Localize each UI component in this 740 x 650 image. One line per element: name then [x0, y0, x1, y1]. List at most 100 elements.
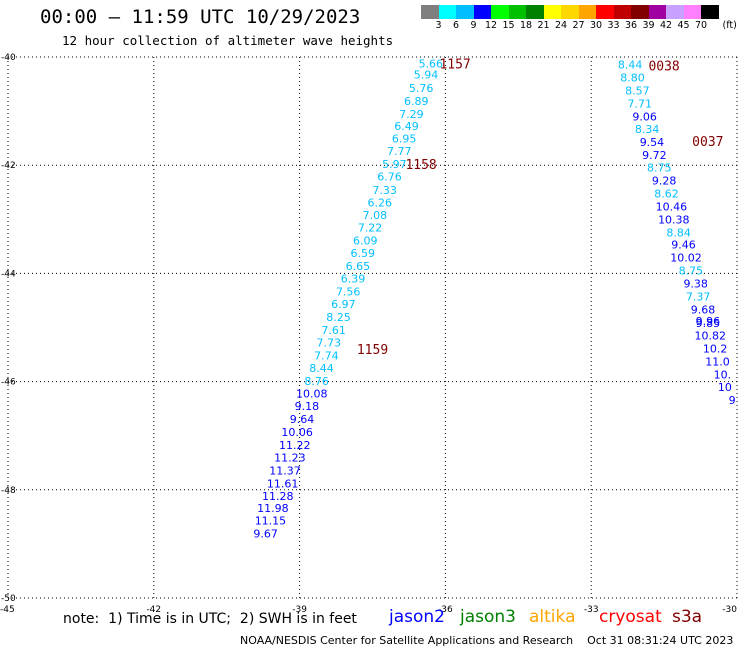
color-scale-swatch — [613, 5, 631, 19]
satellite-legend-jason3: jason3 — [460, 607, 516, 627]
x-tick-label: -42 — [146, 605, 161, 615]
wave-height-label: 6.95 — [392, 133, 417, 146]
color-scale-swatch — [473, 5, 491, 19]
color-scale-tick-label: 9 — [470, 20, 477, 31]
color-scale-swatch — [456, 5, 474, 19]
color-scale-swatch — [526, 5, 544, 19]
wave-height-label: 6.09 — [353, 234, 378, 247]
footer-credit: NOAA/NESDIS Center for Satellite Applica… — [240, 634, 734, 647]
satellite-legend-jason2: jason2 — [389, 607, 445, 627]
wave-height-label: 10.46 — [656, 200, 688, 213]
x-tick-label: -39 — [292, 605, 307, 615]
wave-height-label: 7.71 — [628, 98, 653, 111]
wave-height-label: 11.15 — [255, 515, 287, 528]
color-scale-swatch — [543, 5, 561, 19]
wave-height-label: 11.22 — [279, 439, 311, 452]
time-stamp-label: 0038 — [648, 60, 679, 75]
color-scale-swatch — [421, 5, 439, 19]
wave-height-label: 10.02 — [670, 252, 702, 265]
y-tick-label: -44 — [1, 269, 16, 279]
time-stamp-label: 1159 — [357, 343, 388, 358]
color-scale-tick-label: 70 — [694, 20, 708, 31]
x-tick-label: -33 — [584, 605, 599, 615]
wave-height-label: 10.08 — [296, 388, 328, 401]
units-note: note: 1) Time is in UTC; 2) SWH is in fe… — [63, 611, 357, 627]
wave-height-label: 9.18 — [295, 400, 320, 413]
axes-layer: -40 -42 -44 -46 -48 -50-45 -42 -39 -36 -33 -30 — [0, 53, 737, 615]
grid-layer — [7, 56, 738, 599]
wave-height-label: 5.97 — [382, 158, 407, 171]
wave-height-label: 10.06 — [281, 426, 313, 439]
wave-height-label: 9.28 — [652, 174, 677, 187]
color-scale-tick-label: 6 — [452, 20, 460, 31]
satellite-legend-altika: altika — [529, 607, 576, 627]
wave-height-label: 8.57 — [625, 85, 650, 98]
wave-height-label: 7.29 — [399, 108, 424, 121]
wave-height-label: 10 — [718, 381, 732, 394]
times-layer: 1157 1158 1159 0038 0037 — [357, 57, 724, 358]
wave-height-label: 6.59 — [351, 247, 376, 260]
wave-height-label: 8.75 — [647, 161, 672, 174]
color-scale-swatch — [438, 5, 456, 19]
wave-height-label: 9.72 — [642, 149, 667, 162]
wave-height-label: 5.76 — [409, 82, 434, 95]
wave-height-label: 9.68 — [691, 304, 716, 317]
color-scale-tick-label: 15 — [502, 20, 515, 31]
wave-height-label: 8.84 — [666, 226, 691, 239]
time-stamp-label: 1157 — [439, 57, 470, 72]
color-scale-tick-label: 30 — [589, 20, 603, 31]
color-scale-swatch — [701, 5, 719, 19]
wave-height-label: 9.38 — [683, 278, 708, 291]
wave-height-label: 7.73 — [317, 337, 342, 350]
wave-height-label: 10.82 — [695, 330, 727, 343]
wave-height-label: 7.33 — [372, 184, 397, 197]
color-scale-tick-label: 3 — [435, 20, 442, 31]
x-tick-label: -36 — [438, 605, 453, 615]
color-scale-swatch — [683, 5, 701, 19]
wave-height-label: 7.56 — [336, 285, 361, 298]
wave-height-label: 10.38 — [658, 213, 690, 226]
wave-height-label: 6.97 — [331, 298, 356, 311]
wave-height-label: 8.34 — [635, 123, 660, 136]
wave-height-label: 6.89 — [404, 95, 429, 108]
wave-height-label: 6.26 — [368, 197, 393, 210]
color-scale-tick-label: 21 — [537, 20, 550, 31]
wave-height-label: 7.08 — [363, 209, 388, 222]
wave-height-label: 11.98 — [257, 502, 289, 515]
color-scale-legend: 3 6 9 12 15 18 21 24 27 30 33 36 39 42 45 70 (ft) — [421, 5, 737, 31]
wave-height-label: 9.85 — [696, 317, 721, 330]
color-scale-tick-label: 24 — [554, 20, 568, 31]
wave-height-label: 10. — [714, 369, 732, 382]
satellite-legend-cryosat: cryosat — [599, 607, 662, 627]
color-scale-tick-label: 18 — [519, 20, 533, 31]
wave-height-label: 9.96 — [696, 315, 721, 328]
wave-height-label: 6.65 — [346, 260, 371, 273]
wave-height-label: 11.0 — [705, 356, 730, 369]
y-tick-label: -46 — [1, 378, 16, 388]
color-scale-unit: (ft) — [722, 20, 737, 31]
color-scale-tick-label: 45 — [677, 20, 690, 31]
y-tick-label: -50 — [1, 594, 16, 604]
wave-height-label: 8.75 — [679, 265, 704, 278]
color-scale-swatch — [631, 5, 649, 19]
color-scale-swatch — [508, 5, 526, 19]
color-scale-swatches — [421, 5, 719, 19]
y-tick-label: -40 — [1, 53, 16, 63]
x-tick-label: -30 — [722, 605, 737, 615]
wave-height-label: 8.76 — [304, 375, 329, 388]
wave-height-label: 8.44 — [618, 59, 643, 72]
wave-height-label: 7.74 — [314, 350, 339, 363]
chart-subtitle: 12 hour collection of altimeter wave hei… — [62, 33, 394, 48]
color-scale-swatch — [648, 5, 666, 19]
time-stamp-label: 1158 — [405, 158, 436, 173]
points-layer: 5.665.945.766.897.296.496.957.775.976.76… — [253, 57, 735, 540]
wave-height-label: 8.80 — [620, 72, 645, 85]
color-scale-tick-label: 27 — [572, 20, 585, 31]
wave-height-label: 7.77 — [387, 145, 412, 158]
y-tick-label: -48 — [1, 486, 16, 496]
wave-height-label: 9.64 — [290, 413, 315, 426]
wave-height-label: 11.28 — [262, 490, 294, 503]
color-scale-labels: 3 6 9 12 15 18 21 24 27 30 33 36 39 42 45 70 (ft) — [421, 19, 736, 31]
wave-height-label: 8.44 — [309, 362, 334, 375]
wave-height-label: 6.49 — [394, 120, 419, 133]
